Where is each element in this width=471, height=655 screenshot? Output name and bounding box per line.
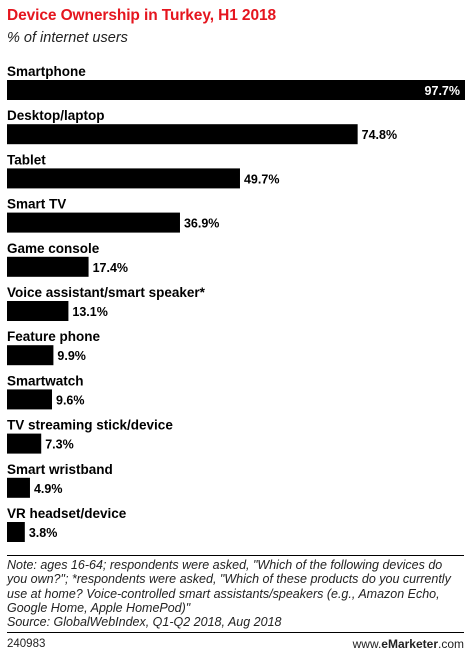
bar: [7, 477, 30, 498]
value-label: 7.3%: [45, 438, 74, 452]
bar-chart: Smartphone 97.7% Desktop/laptop 74.8% Tablet…: [7, 64, 465, 542]
value-label: 17.4%: [93, 261, 128, 275]
chart-note: Note: ages 16-64; respondents were asked…: [7, 558, 465, 629]
category-label: Voice assistant/smart speaker*: [7, 285, 206, 300]
category-label: Smart wristband: [7, 462, 113, 477]
value-label: 97.7%: [425, 84, 460, 98]
brand-name: eMarketer: [381, 637, 438, 651]
category-label: Desktop/laptop: [7, 108, 105, 123]
bar: [7, 389, 53, 410]
brand-logo: www.eMarketer.com: [353, 637, 464, 651]
bar: [7, 522, 25, 542]
value-label: 9.9%: [57, 349, 86, 363]
bar: [7, 168, 240, 189]
bar: [7, 345, 54, 366]
value-label: 9.6%: [56, 393, 84, 407]
bottom-divider: [7, 632, 464, 633]
value-label: 4.9%: [34, 482, 63, 496]
value-label: 3.8%: [29, 526, 57, 540]
bar: [7, 80, 465, 100]
brand-suffix: .com: [437, 637, 464, 651]
value-label: 74.8%: [362, 128, 397, 142]
value-label: 13.1%: [72, 305, 107, 319]
category-label: Smartphone: [7, 64, 86, 79]
footer-divider: [7, 555, 464, 556]
category-label: TV streaming stick/device: [7, 418, 173, 433]
bar: [7, 433, 42, 454]
chart-subtitle: % of internet users: [7, 30, 128, 46]
value-label: 36.9%: [184, 217, 219, 231]
category-label: Smart TV: [7, 197, 66, 212]
brand-prefix: www.: [352, 637, 382, 651]
bar: [7, 301, 69, 321]
chart-title: Device Ownership in Turkey, H1 2018: [7, 7, 277, 24]
bar: [7, 256, 89, 277]
category-label: Smartwatch: [7, 373, 84, 388]
chart-code: 240983: [7, 638, 46, 650]
category-label: VR headset/device: [7, 506, 127, 521]
category-label: Game console: [7, 241, 100, 256]
source-text: Source: GlobalWebIndex, Q1-Q2 2018, Aug …: [7, 615, 282, 630]
category-label: Feature phone: [7, 329, 101, 344]
value-label: 49.7%: [244, 172, 279, 186]
bar: [7, 124, 358, 145]
note-text: Note: ages 16-64; respondents were asked…: [7, 558, 451, 615]
bar: [7, 212, 180, 233]
category-label: Tablet: [7, 152, 46, 167]
